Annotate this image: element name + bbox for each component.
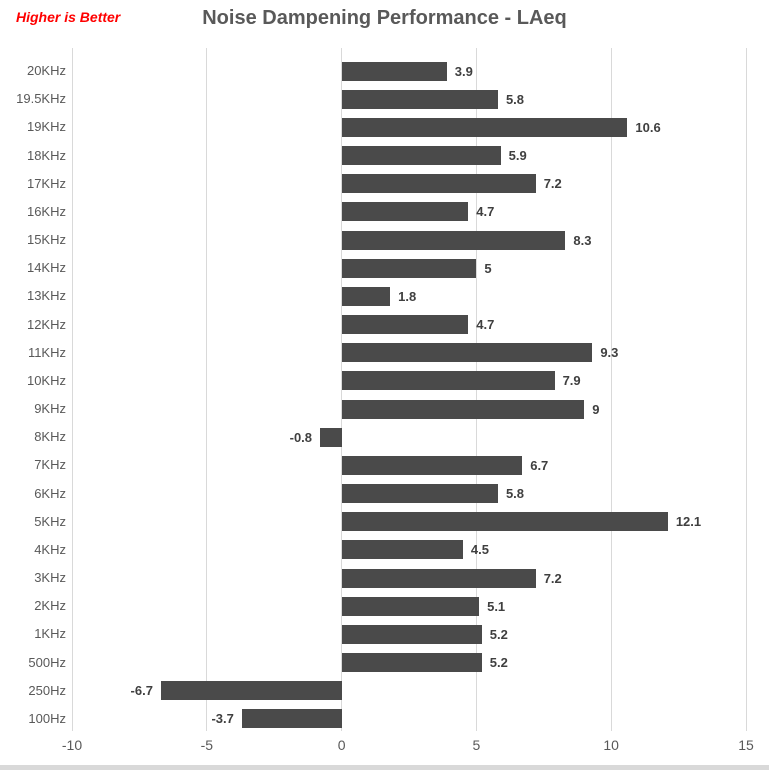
category-label: 12KHz [26, 316, 66, 332]
gridline [610, 48, 612, 731]
bar [341, 596, 480, 616]
category-label: 9KHz [34, 401, 66, 417]
value-label: 7.9 [562, 373, 581, 389]
value-label: 5.2 [489, 655, 508, 671]
bar [341, 89, 498, 109]
value-label: 5 [484, 260, 492, 276]
bar [341, 230, 566, 250]
value-label: 8.3 [573, 232, 592, 248]
value-label: 5.8 [505, 486, 525, 502]
bar [341, 343, 593, 363]
bar [341, 624, 482, 644]
value-label: -6.7 [130, 683, 153, 699]
value-label: 4.7 [476, 317, 495, 333]
category-label: 7KHz [34, 457, 66, 473]
bar [341, 512, 668, 532]
category-label: 5KHz [34, 513, 66, 529]
value-label: 9 [592, 401, 600, 417]
category-label: 4KHz [34, 541, 66, 557]
category-label: 20KHz [26, 63, 66, 78]
value-label: 3.9 [454, 63, 473, 79]
bar [341, 315, 469, 335]
category-label: 14KHz [26, 260, 66, 276]
x-tick-label: -10 [61, 737, 83, 753]
category-label: 15KHz [26, 232, 66, 248]
category-label: 19KHz [26, 119, 66, 135]
x-tick-label: 10 [603, 737, 619, 753]
value-label: 5.2 [489, 626, 508, 642]
value-label: 12.1 [675, 514, 702, 530]
value-label: 10.6 [635, 119, 661, 135]
bar [341, 371, 555, 391]
bar [341, 202, 469, 222]
bar [241, 709, 342, 729]
category-label: 17KHz [26, 175, 66, 191]
gridline [71, 48, 73, 731]
value-label: 1.8 [398, 288, 417, 304]
category-label: 6KHz [34, 485, 66, 501]
category-label: 18KHz [26, 147, 66, 163]
bar [341, 540, 463, 560]
bar [341, 174, 536, 194]
bar [341, 117, 628, 137]
value-label: 9.3 [600, 345, 619, 361]
bar [341, 455, 523, 475]
value-label: -0.8 [289, 429, 313, 445]
category-label: 100Hz [28, 710, 66, 726]
gridline [206, 48, 208, 731]
category-label: 500Hz [28, 654, 66, 670]
value-label: 5.9 [508, 148, 527, 164]
bar [341, 146, 501, 166]
category-label: 13KHz [26, 288, 66, 304]
bar [341, 258, 477, 278]
value-label: 7.2 [543, 176, 562, 192]
bar [160, 681, 342, 701]
plot-area: 3.9 5.8 10.6 5.9 7.2 4.7 8.3 5 1.8 4.7 9.3 7.9 9 -0.8… [71, 48, 747, 731]
category-label: 8KHz [34, 429, 66, 445]
value-label: 5.8 [505, 91, 525, 107]
category-label: 11KHz [27, 344, 66, 360]
category-label: 1KHz [34, 626, 66, 642]
value-label: 6.7 [530, 457, 549, 473]
gridline [745, 48, 747, 731]
x-tick-label: -5 [200, 737, 214, 753]
value-label: 5.1 [487, 598, 506, 614]
x-tick-label: 5 [472, 737, 481, 753]
chart-title: Noise Dampening Performance - LAeq [202, 7, 567, 29]
value-label: 4.7 [476, 204, 495, 220]
value-label: 7.2 [543, 570, 562, 586]
bar [341, 653, 482, 673]
bar [341, 568, 536, 588]
category-label: 2KHz [34, 598, 66, 614]
value-axis: -10 -5 0 5 10 15 [0, 737, 769, 757]
bar [341, 399, 585, 419]
bar [341, 286, 391, 306]
category-label: 16KHz [26, 203, 66, 219]
bar [341, 61, 447, 81]
chart-bottom-border [0, 765, 769, 770]
value-label: 4.5 [470, 542, 489, 558]
higher-is-better-note: Higher is Better [16, 9, 121, 25]
category-label: 10KHz [26, 372, 66, 388]
value-label: -3.7 [211, 711, 234, 727]
x-tick-label: 15 [738, 737, 754, 753]
x-tick-label: 0 [337, 737, 346, 753]
bar [320, 427, 342, 447]
bar [341, 484, 498, 504]
category-label: 3KHz [34, 570, 66, 586]
category-label: 250Hz [28, 682, 66, 698]
category-label: 19.5KHz [16, 91, 66, 107]
